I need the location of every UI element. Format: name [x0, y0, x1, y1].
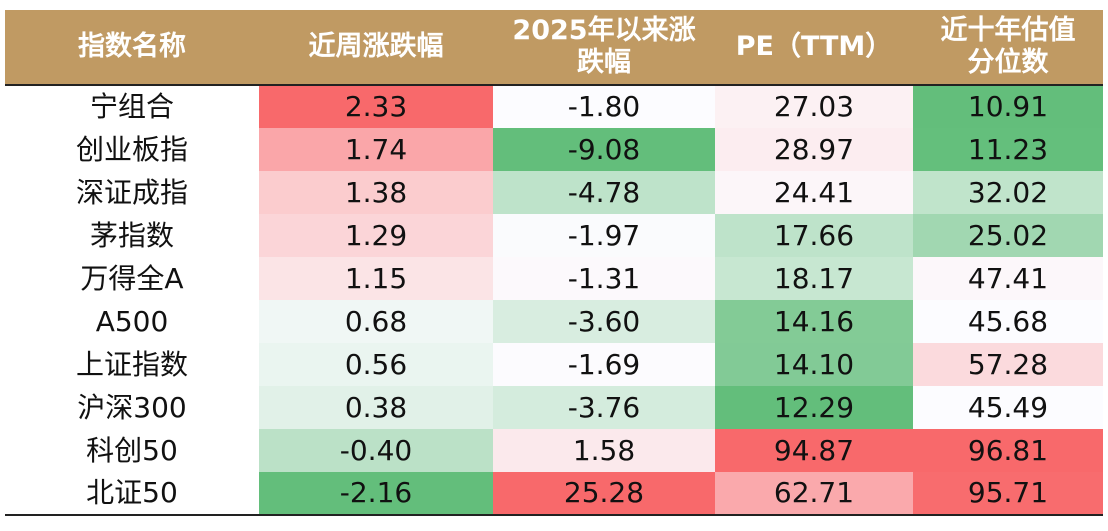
ytd-change-cell: -9.08: [493, 128, 715, 171]
index-name-cell: 上证指数: [75, 347, 188, 381]
ytd-change-cell: -4.78: [493, 171, 715, 214]
pe-ttm-cell: 24.41: [715, 171, 913, 214]
index-name-cell: 北证50: [5, 472, 259, 516]
index-name-cell: 宁组合: [89, 90, 174, 123]
week-change-cell: -2.16: [259, 472, 493, 516]
ytd-change-cell: 25.28: [493, 472, 715, 516]
pe-ttm-cell: 27.03: [715, 85, 913, 128]
week-change-cell: 0.56: [259, 343, 493, 386]
index-name-cell: A500: [95, 304, 169, 338]
ytd-change-cell: -3.76: [493, 386, 715, 429]
index-valuation-table-wrapper: 指数名称 近周涨跌幅 2025年以来涨 跌幅 PE（TTM） 近十年估值 分位数 宁组合 2.…: [5, 10, 1103, 516]
ytd-change-cell: -1.97: [493, 214, 715, 257]
pe-ttm-cell: 17.66: [715, 214, 913, 257]
table-row: 沪深300 0.38 -3.76 12.29 45.49: [5, 386, 1103, 429]
valuation-percentile-cell: 47.41: [913, 257, 1103, 300]
table-row: 北证50 -2.16 25.28 62.71 95.71: [5, 472, 1103, 516]
header-row: 指数名称 近周涨跌幅 2025年以来涨 跌幅 PE（TTM） 近十年估值 分位数: [5, 10, 1103, 86]
table-row: 茅指数 1.29 -1.97 17.66 25.02: [5, 214, 1103, 257]
ytd-change-cell: 1.58: [493, 429, 715, 472]
header-line: 近十年估值: [940, 15, 1076, 46]
ytd-change-cell: -1.31: [493, 257, 715, 300]
ytd-change-cell: -3.60: [493, 300, 715, 343]
index-name-cell: 科创50: [86, 433, 178, 467]
index-name-cell: 茅指数: [89, 218, 174, 252]
valuation-percentile-cell: 10.91: [913, 85, 1103, 128]
index-name-cell: 万得全A: [80, 261, 184, 295]
week-change-cell: 1.29: [259, 214, 493, 257]
valuation-percentile-cell: 45.68: [913, 300, 1103, 343]
table-row: 万得全A 1.15 -1.31 18.17 47.41: [5, 257, 1103, 300]
pe-ttm-cell: 12.29: [715, 386, 913, 429]
header-line: PE（TTM）: [735, 31, 893, 62]
table-row: A500 0.68 -3.60 14.16 45.68: [5, 300, 1103, 343]
pe-ttm-cell: 94.87: [715, 429, 913, 472]
valuation-percentile-cell: 32.02: [913, 171, 1103, 214]
table-header: 指数名称 近周涨跌幅 2025年以来涨 跌幅 PE（TTM） 近十年估值 分位数: [5, 10, 1103, 86]
index-valuation-table: 指数名称 近周涨跌幅 2025年以来涨 跌幅 PE（TTM） 近十年估值 分位数 宁组合 2.…: [5, 10, 1103, 516]
header-line: 近周涨跌幅: [308, 31, 444, 62]
header-line: 指数名称: [78, 31, 186, 62]
header-ytd-change: 2025年以来涨 跌幅: [493, 10, 715, 86]
valuation-percentile-cell: 25.02: [913, 214, 1103, 257]
pe-ttm-cell: 14.10: [715, 343, 913, 386]
table-row: 深证成指 1.38 -4.78 24.41 32.02: [5, 171, 1103, 214]
table-row: 创业板指 1.74 -9.08 28.97 11.23: [5, 128, 1103, 171]
week-change-cell: -0.40: [259, 429, 493, 472]
pe-ttm-cell: 18.17: [715, 257, 913, 300]
index-name-cell: 创业板指: [75, 132, 188, 166]
index-name-cell: 深证成指: [75, 175, 188, 209]
valuation-percentile-cell: 95.71: [913, 472, 1103, 516]
week-change-cell: 1.15: [259, 257, 493, 300]
header-pe-ttm: PE（TTM）: [715, 10, 913, 86]
week-change-cell: 0.38: [259, 386, 493, 429]
ytd-change-cell: -1.69: [493, 343, 715, 386]
pe-ttm-cell: 14.16: [715, 300, 913, 343]
header-line: 跌幅: [577, 47, 631, 78]
ytd-change-cell: -1.80: [493, 85, 715, 128]
table-row: 上证指数 0.56 -1.69 14.10 57.28: [5, 343, 1103, 386]
week-change-cell: 0.68: [259, 300, 493, 343]
valuation-percentile-cell: 96.81: [913, 429, 1103, 472]
table-body: 宁组合 2.33 -1.80 27.03 10.91 创业板指 1.74 -9.08 28.97…: [5, 85, 1103, 516]
week-change-cell: 2.33: [259, 85, 493, 128]
valuation-percentile-cell: 57.28: [913, 343, 1103, 386]
pe-ttm-cell: 62.71: [715, 472, 913, 516]
week-change-cell: 1.38: [259, 171, 493, 214]
table-row: 科创50 -0.40 1.58 94.87 96.81: [5, 429, 1103, 472]
valuation-percentile-cell: 11.23: [913, 128, 1103, 171]
header-index-name: 指数名称: [5, 10, 259, 86]
header-week-change: 近周涨跌幅: [259, 10, 493, 86]
header-line: 2025年以来涨: [512, 15, 696, 46]
week-change-cell: 1.74: [259, 128, 493, 171]
header-line: 分位数: [967, 47, 1049, 78]
header-valuation-percentile: 近十年估值 分位数: [913, 10, 1103, 86]
valuation-percentile-cell: 45.49: [913, 386, 1103, 429]
index-name-cell: 沪深300: [77, 390, 187, 424]
pe-ttm-cell: 28.97: [715, 128, 913, 171]
table-row: 宁组合 2.33 -1.80 27.03 10.91: [5, 85, 1103, 128]
